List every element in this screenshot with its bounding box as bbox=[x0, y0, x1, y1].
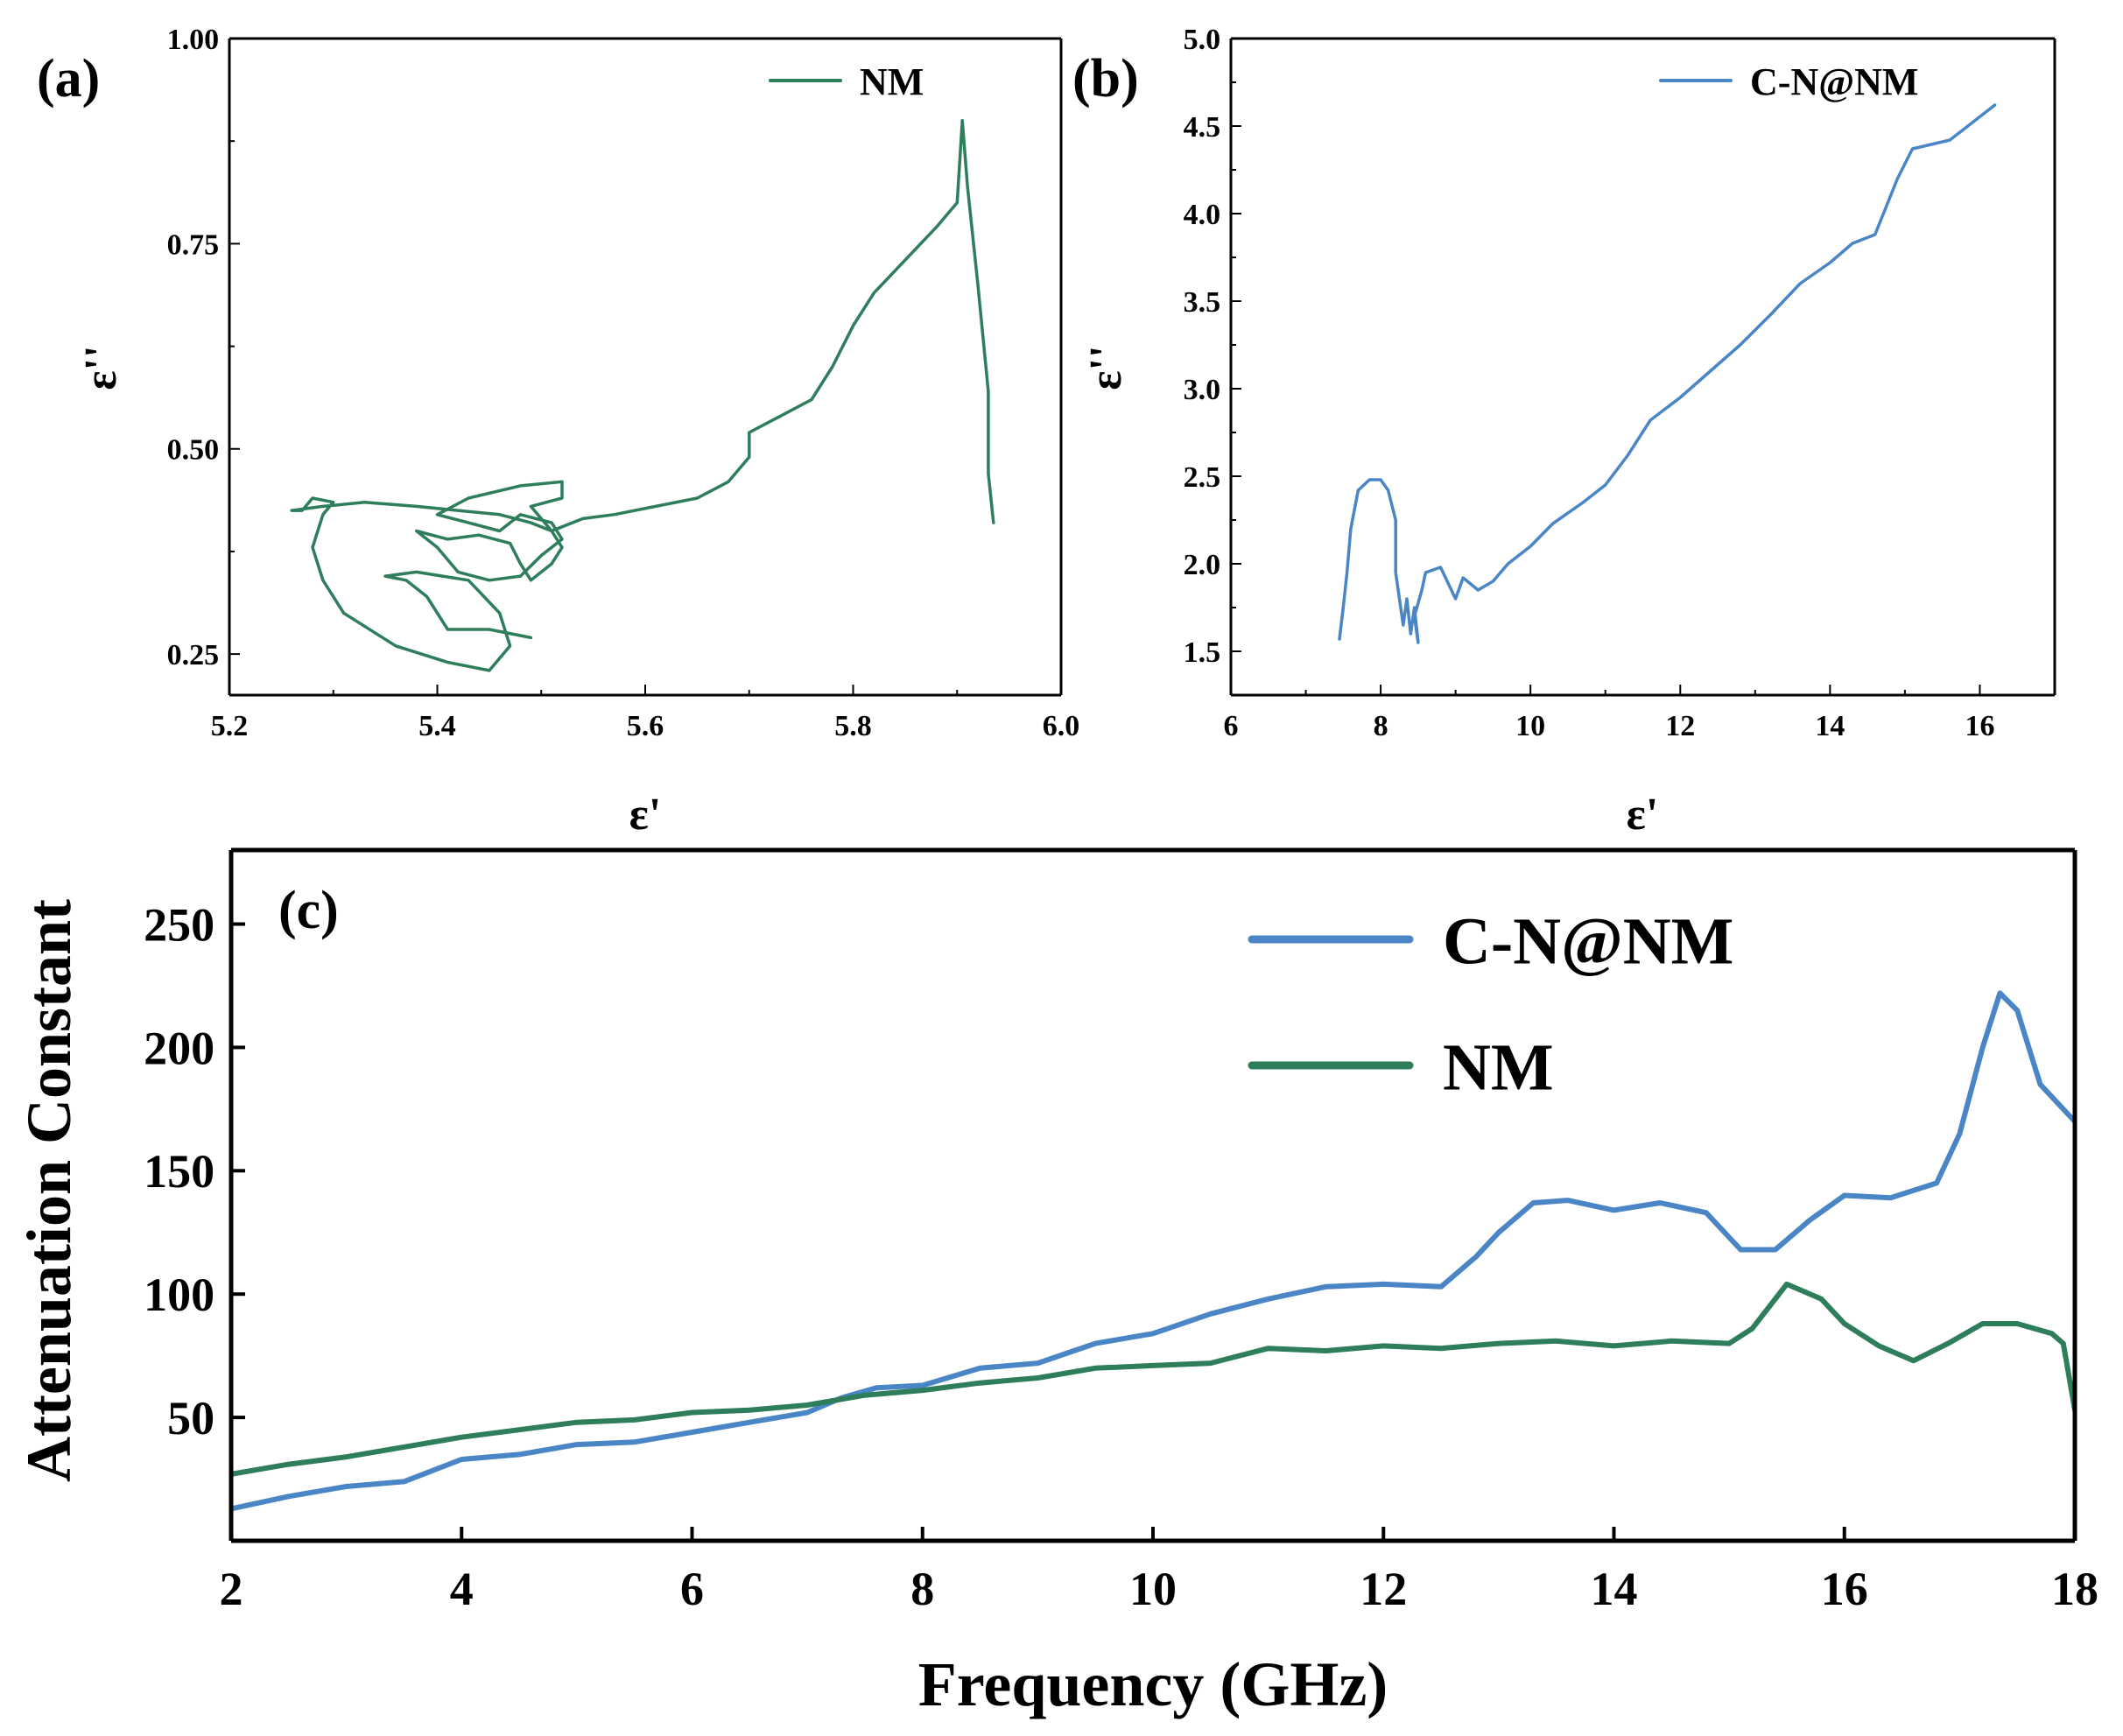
x-tick-label: 8 bbox=[1374, 710, 1388, 742]
panel-label: (b) bbox=[1072, 49, 1139, 109]
x-tick-label: 12 bbox=[1665, 710, 1695, 742]
y-tick-label: 0.75 bbox=[167, 228, 220, 261]
legend-label: NM bbox=[860, 60, 924, 103]
x-tick-label: 5.4 bbox=[418, 710, 456, 742]
x-axis-title: Frequency (GHz) bbox=[918, 1649, 1388, 1719]
x-axis-title: ε' bbox=[1627, 790, 1659, 840]
series-line-c-c-n-nm bbox=[231, 990, 2075, 1512]
panel-label: (c) bbox=[278, 881, 339, 940]
x-tick-label: 5.2 bbox=[211, 710, 249, 742]
x-axis-title: ε' bbox=[629, 790, 662, 840]
y-tick-label: 0.50 bbox=[167, 434, 220, 467]
x-tick-label: 18 bbox=[2051, 1563, 2098, 1615]
y-axis-title: ε'' bbox=[76, 345, 126, 390]
legend-label: C-N@NM bbox=[1443, 904, 1733, 978]
panel-c: 2 4 6 8 10 12 14 16 18 50 100 150 200 250 Frequency (G… bbox=[14, 847, 2098, 1719]
x-tick-label: 6.0 bbox=[1043, 710, 1080, 742]
x-tick-label: 5.6 bbox=[627, 710, 664, 742]
x-tick-label: 10 bbox=[1515, 710, 1545, 742]
y-tick-label: 3.0 bbox=[1184, 374, 1221, 406]
panel-b: 6 8 10 12 14 16 1.5 2.0 2.5 3.0 3.5 4.0 4.5 5.0 ε' ε'' (… bbox=[1072, 24, 2056, 840]
x-tick-label: 12 bbox=[1360, 1563, 1407, 1615]
panel-a: 5.2 5.4 5.6 5.8 6.0 0.25 0.50 0.75 1.00 ε' ε'' (a) N… bbox=[37, 24, 1079, 840]
y-tick-label: 1.5 bbox=[1184, 636, 1221, 669]
y-tick-label: 4.5 bbox=[1184, 111, 1221, 144]
x-tick-label: 14 bbox=[1591, 1563, 1638, 1615]
legend-label: C-N@NM bbox=[1750, 60, 1918, 103]
y-tick-label: 100 bbox=[144, 1269, 214, 1321]
y-tick-label: 150 bbox=[144, 1145, 214, 1198]
x-tick-label: 16 bbox=[1965, 710, 1994, 742]
y-tick-label: 2.5 bbox=[1184, 461, 1221, 494]
x-tick-label: 10 bbox=[1129, 1563, 1177, 1615]
series-line-c-nm bbox=[231, 1281, 2075, 1477]
y-tick-label: 4.0 bbox=[1184, 199, 1221, 231]
x-tick-label: 5.8 bbox=[834, 710, 872, 742]
series-line-b-c-n-nm bbox=[1338, 103, 1997, 644]
y-tick-label: 250 bbox=[144, 898, 214, 951]
x-tick-label: 14 bbox=[1815, 710, 1845, 742]
x-tick-label: 8 bbox=[910, 1563, 934, 1615]
x-tick-label: 6 bbox=[1224, 710, 1239, 742]
y-tick-label: 1.00 bbox=[167, 24, 220, 56]
y-tick-label: 3.5 bbox=[1184, 286, 1221, 319]
y-tick-label: 200 bbox=[144, 1022, 214, 1074]
y-tick-label: 0.25 bbox=[167, 639, 220, 671]
panel-label: (a) bbox=[37, 49, 100, 109]
y-axis-title: Attenuation Constant bbox=[14, 899, 84, 1482]
x-tick-label: 4 bbox=[450, 1563, 474, 1615]
y-axis-title: ε'' bbox=[1081, 345, 1131, 390]
legend-label: NM bbox=[1443, 1030, 1554, 1104]
x-tick-label: 2 bbox=[220, 1563, 243, 1615]
series-line-a-nm bbox=[290, 119, 995, 672]
y-tick-label: 2.0 bbox=[1184, 549, 1221, 581]
y-tick-label: 5.0 bbox=[1184, 24, 1221, 56]
x-tick-label: 6 bbox=[680, 1563, 704, 1615]
x-tick-label: 16 bbox=[1821, 1563, 1868, 1615]
y-tick-label: 50 bbox=[167, 1392, 214, 1444]
